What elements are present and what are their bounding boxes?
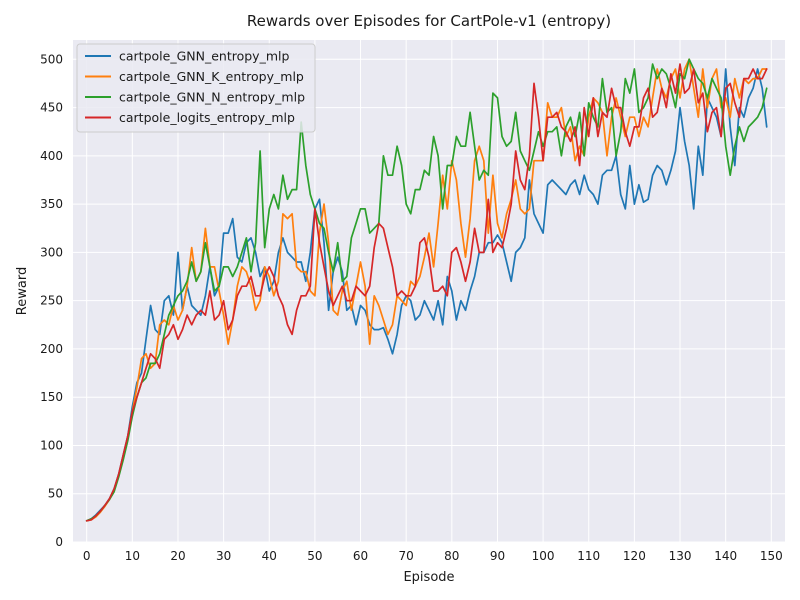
x-tick-label: 140 bbox=[714, 549, 737, 563]
x-tick-label: 80 bbox=[444, 549, 459, 563]
legend-box bbox=[76, 43, 316, 133]
x-tick-label: 30 bbox=[216, 549, 231, 563]
y-tick-label: 450 bbox=[40, 101, 63, 115]
x-tick-label: 90 bbox=[490, 549, 505, 563]
y-tick-label: 150 bbox=[40, 390, 63, 404]
x-tick-label: 20 bbox=[170, 549, 185, 563]
x-axis-label: Episode bbox=[403, 570, 454, 585]
series-line-4 bbox=[85, 63, 768, 522]
y-tick-label: 50 bbox=[48, 487, 63, 501]
x-tick-label: 40 bbox=[262, 549, 277, 563]
legend-entry: cartpole_logits_entropy_mlp bbox=[119, 110, 295, 125]
legend-entry: cartpole_GNN_N_entropy_mlp bbox=[119, 90, 305, 105]
x-tick-label: 50 bbox=[307, 549, 322, 563]
series-lines bbox=[85, 58, 768, 522]
y-axis-label: Reward bbox=[15, 267, 30, 315]
y-tick-label: 0 bbox=[55, 535, 63, 549]
y-tick-labels: 0 50 100 150 200 250 300 350 400 450 500 bbox=[40, 52, 63, 549]
y-tick-label: 500 bbox=[40, 52, 63, 66]
series-line-1 bbox=[85, 68, 768, 522]
y-tick-label: 300 bbox=[40, 245, 63, 259]
x-tick-labels: 0 10 20 30 40 50 60 70 80 90 100 110 120 130 140 150 bbox=[83, 549, 783, 563]
x-tick-label: 110 bbox=[577, 549, 600, 563]
x-tick-label: 0 bbox=[83, 549, 91, 563]
y-tick-label: 250 bbox=[40, 294, 63, 308]
legend-entry: cartpole_GNN_entropy_mlp bbox=[119, 49, 289, 64]
x-tick-label: 120 bbox=[623, 549, 646, 563]
chart-title: Rewards over Episodes for CartPole-v1 (e… bbox=[247, 12, 611, 30]
x-tick-label: 70 bbox=[399, 549, 414, 563]
y-tick-label: 100 bbox=[40, 438, 63, 452]
legend: cartpole_GNN_entropy_mlp cartpole_GNN_K_e… bbox=[76, 43, 316, 133]
x-tick-label: 60 bbox=[353, 549, 368, 563]
y-tick-label: 350 bbox=[40, 197, 63, 211]
x-tick-label: 150 bbox=[760, 549, 783, 563]
y-tick-label: 200 bbox=[40, 342, 63, 356]
series-line-3 bbox=[85, 58, 768, 522]
legend-entry: cartpole_GNN_K_entropy_mlp bbox=[119, 69, 304, 84]
y-tick-label: 400 bbox=[40, 149, 63, 163]
x-tick-label: 100 bbox=[532, 549, 555, 563]
x-tick-label: 130 bbox=[669, 549, 692, 563]
x-tick-label: 10 bbox=[125, 549, 140, 563]
